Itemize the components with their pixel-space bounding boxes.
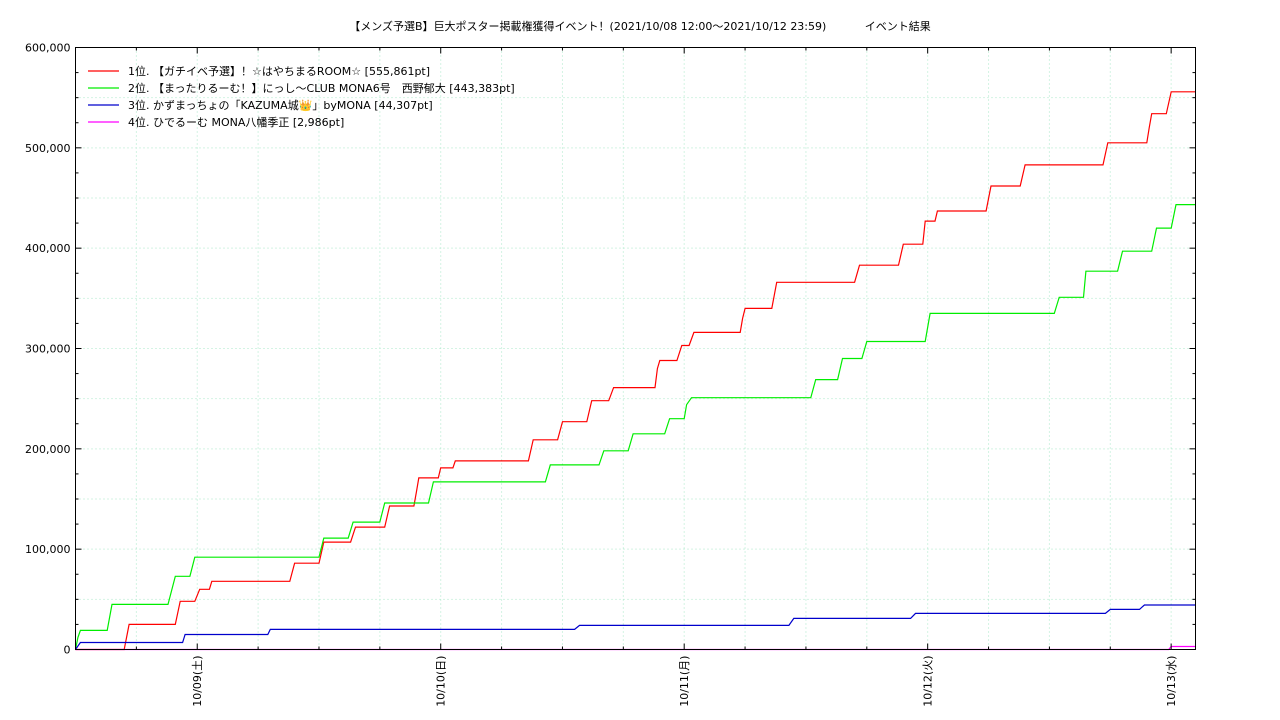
y-tick-label: 600,000 <box>25 42 71 55</box>
x-tick-label: 10/11(月) <box>678 656 691 707</box>
x-tick-label: 10/10(日) <box>435 656 448 707</box>
x-tick-label: 10/13(水) <box>1165 656 1178 707</box>
x-tick-label: 10/09(土) <box>191 656 204 707</box>
legend-label-1: 1位. 【ガチイベ予選】！☆はやちまるROOM☆ [555,861pt] <box>128 64 430 78</box>
legend-label-2: 2位. 【まったりるーむ！】にっし〜CLUB MONA6号 西野郁大 [443,… <box>128 81 515 95</box>
chart-title-main: 【メンズ予選B】巨大ポスター掲載権獲得イベント！(2021/10/08 12:0… <box>349 20 827 33</box>
axis-ticks: 0 100,000 200,000 300,000 400,000 500,000 600,… <box>25 42 1196 707</box>
legend: 1位. 【ガチイベ予選】！☆はやちまるROOM☆ [555,861pt] 2位. … <box>88 64 515 129</box>
series-line-2 <box>74 204 1196 650</box>
series-line-1 <box>75 91 1196 651</box>
chart-title: 【メンズ予選B】巨大ポスター掲載権獲得イベント！(2021/10/08 12:0… <box>0 18 1280 34</box>
series-layer <box>74 91 1196 651</box>
y-tick-label: 400,000 <box>25 242 71 255</box>
y-tick-label: 200,000 <box>25 443 71 456</box>
series-line-3 <box>75 604 1196 650</box>
chart-subtitle: イベント結果 <box>864 20 931 33</box>
x-tick-label: 10/12(火) <box>922 656 935 707</box>
legend-label-4: 4位. ひでるーむ MONA八幡季正 [2,986pt] <box>128 115 344 129</box>
grid <box>75 47 1196 650</box>
y-tick-label: 500,000 <box>25 142 71 155</box>
legend-label-3: 3位. かずまっちょの「KAZUMA城👑」byMONA [44,307pt] <box>128 98 433 112</box>
y-tick-label: 0 <box>64 644 71 657</box>
y-tick-label: 300,000 <box>25 343 71 356</box>
y-tick-label: 100,000 <box>25 543 71 556</box>
